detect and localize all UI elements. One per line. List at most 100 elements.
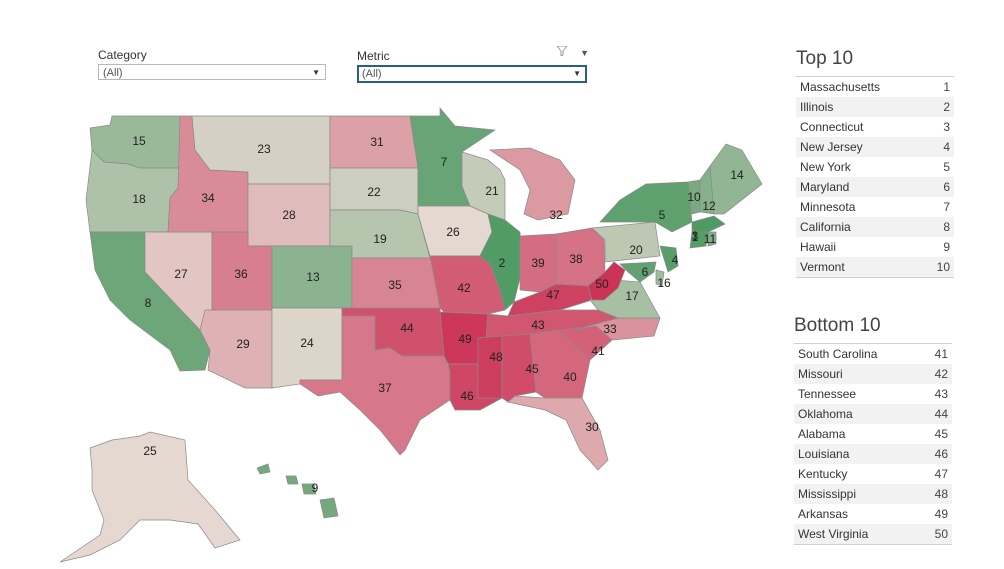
state-ak[interactable] xyxy=(59,431,241,563)
state-name: Vermont xyxy=(800,260,845,274)
state-rank-label: 5 xyxy=(659,208,666,222)
state-rank-label: 6 xyxy=(642,265,649,279)
table-row[interactable]: Oklahoma 44 xyxy=(794,404,952,424)
state-rank-label: 23 xyxy=(257,142,271,156)
state-rank-label: 12 xyxy=(702,199,716,213)
state-name: Alabama xyxy=(798,427,846,441)
top10-title: Top 10 xyxy=(796,48,854,69)
category-filter-label: Category xyxy=(98,48,147,62)
state-rank-label: 44 xyxy=(400,321,414,335)
state-pa[interactable] xyxy=(591,221,661,263)
state-mi[interactable] xyxy=(488,147,576,221)
table-row[interactable]: Minnesota 7 xyxy=(796,197,954,217)
table-row[interactable]: Vermont 10 xyxy=(796,257,954,277)
state-rank-label: 46 xyxy=(460,389,474,403)
table-row[interactable]: Connecticut 3 xyxy=(796,117,954,137)
category-dropdown-value: (All) xyxy=(103,67,123,79)
state-rank-label: 37 xyxy=(378,381,392,395)
table-row[interactable]: Alabama 45 xyxy=(794,424,952,444)
state-il[interactable] xyxy=(479,213,523,311)
state-tx[interactable] xyxy=(299,315,451,456)
chevron-down-icon[interactable]: ▼ xyxy=(580,48,589,58)
state-rank: 44 xyxy=(934,407,948,421)
table-row[interactable]: California 8 xyxy=(796,217,954,237)
state-rank: 4 xyxy=(943,140,950,154)
state-rank-label: 47 xyxy=(546,288,560,302)
chevron-down-icon: ▼ xyxy=(573,69,581,78)
table-row[interactable]: Tennessee 43 xyxy=(794,384,952,404)
state-rank-label: 13 xyxy=(306,270,320,284)
state-rank-label: 18 xyxy=(132,192,146,206)
state-nj[interactable] xyxy=(659,245,679,273)
state-rank: 41 xyxy=(934,347,948,361)
state-rank-label: 22 xyxy=(367,185,381,199)
state-rank-label: 28 xyxy=(282,208,296,222)
state-ms[interactable] xyxy=(477,335,503,399)
state-rank-label: 38 xyxy=(569,252,583,266)
state-name: Arkansas xyxy=(798,507,849,521)
state-rank-label: 16 xyxy=(657,276,671,290)
state-ma[interactable] xyxy=(691,215,726,233)
map-canvas: 1518827342328362913243122193544377264249… xyxy=(59,107,763,563)
table-row[interactable]: Mississippi 48 xyxy=(794,484,952,504)
table-row[interactable]: Louisiana 46 xyxy=(794,444,952,464)
state-rank: 6 xyxy=(943,180,950,194)
top10-panel: Top 10 Massachusetts 1 Illinois 2 Connecticu… xyxy=(796,46,954,278)
table-row[interactable]: New Jersey 4 xyxy=(796,137,954,157)
state-ny[interactable] xyxy=(599,181,693,233)
bottom10-title: Bottom 10 xyxy=(794,315,881,336)
state-rank-label: 2 xyxy=(499,256,506,270)
table-row[interactable]: Illinois 2 xyxy=(796,97,954,117)
state-name: New Jersey xyxy=(800,140,863,154)
state-rank-label: 11 xyxy=(704,232,717,246)
metric-dropdown[interactable]: (All) ▼ xyxy=(357,65,587,83)
table-row[interactable]: Massachusetts 1 xyxy=(796,77,954,97)
state-rank-label: 24 xyxy=(300,336,314,350)
state-rank-label: 49 xyxy=(458,332,472,346)
funnel-icon[interactable] xyxy=(555,45,570,59)
state-fl[interactable] xyxy=(507,395,609,471)
table-row[interactable]: Missouri 42 xyxy=(794,364,952,384)
state-rank: 8 xyxy=(943,220,950,234)
state-rank-label: 17 xyxy=(625,289,639,303)
state-ri[interactable] xyxy=(707,231,717,247)
state-rank-label: 25 xyxy=(143,444,157,458)
us-choropleth-map: 15 18 8 27 34 23 28 36 29 13 24 31 22 19 35 44 37 7 26 42 49… xyxy=(40,100,780,569)
state-name: Oklahoma xyxy=(798,407,853,421)
state-rank: 50 xyxy=(934,527,948,541)
table-row[interactable]: Kentucky 47 xyxy=(794,464,952,484)
table-row[interactable]: Hawaii 9 xyxy=(796,237,954,257)
table-row[interactable]: Maryland 6 xyxy=(796,177,954,197)
state-wv[interactable] xyxy=(587,261,626,301)
state-rank-label: 43 xyxy=(531,318,545,332)
state-rank: 42 xyxy=(934,367,948,381)
table-row[interactable]: South Carolina 41 xyxy=(794,344,952,364)
category-dropdown[interactable]: (All) ▼ xyxy=(98,64,326,80)
table-row[interactable]: West Virginia 50 xyxy=(794,524,952,544)
state-rank: 46 xyxy=(934,447,948,461)
bottom10-table: South Carolina 41 Missouri 42 Tennessee 43 Okl… xyxy=(794,343,952,545)
state-rank-label: 19 xyxy=(373,232,387,246)
state-rank-label: 39 xyxy=(531,256,545,270)
chevron-down-icon: ▼ xyxy=(312,68,320,77)
state-md[interactable] xyxy=(619,261,657,283)
state-rank-label: 40 xyxy=(563,370,577,384)
metric-dropdown-value: (All) xyxy=(362,68,382,80)
state-rank-label: 30 xyxy=(585,420,599,434)
table-row[interactable]: Arkansas 49 xyxy=(794,504,952,524)
state-name: California xyxy=(800,220,851,234)
state-rank-label: 34 xyxy=(201,191,215,205)
state-name: Kentucky xyxy=(798,467,848,481)
state-ct[interactable] xyxy=(689,231,709,249)
state-rank-label: 8 xyxy=(145,296,152,310)
state-de[interactable] xyxy=(655,269,665,287)
state-name: Maryland xyxy=(800,180,850,194)
state-me[interactable] xyxy=(709,143,763,215)
state-rank-label: 26 xyxy=(446,225,460,239)
state-rank-label: 7 xyxy=(441,155,448,169)
state-rank-label: 9 xyxy=(312,481,319,495)
table-row[interactable]: New York 5 xyxy=(796,157,954,177)
state-rank: 2 xyxy=(943,100,950,114)
state-rank-label: 35 xyxy=(388,278,402,292)
state-hi[interactable] xyxy=(256,463,339,519)
